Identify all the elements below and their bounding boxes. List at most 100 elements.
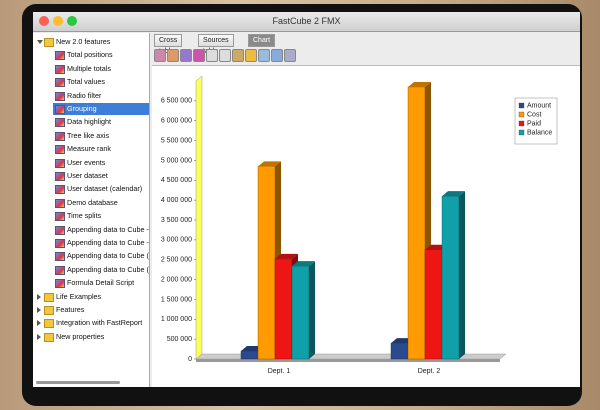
toolbar-button[interactable] <box>232 49 244 62</box>
toolbar-button[interactable] <box>245 49 257 62</box>
toolbar-button[interactable] <box>271 49 283 62</box>
tree-item[interactable]: User events <box>53 157 149 169</box>
y-tick-label: 500 000 <box>167 336 192 343</box>
tree-item[interactable]: Life Examples <box>35 291 149 303</box>
tab[interactable]: Cross table <box>154 34 183 55</box>
tree-label: Tree like axis <box>67 130 110 140</box>
expand-arrow[interactable] <box>37 40 43 44</box>
tree-label: Features <box>56 305 85 314</box>
y-tick-label: 5 500 000 <box>161 137 192 144</box>
chart: 0 500 000 1 000 000 1 500 000 2 000 000 2 500… <box>161 75 558 375</box>
tree-label: Appending data to Cube (2)- F <box>67 264 149 274</box>
x-tick-label: Dept. 1 <box>268 368 291 375</box>
toolbar-button[interactable] <box>284 49 296 62</box>
tree-view: New 2.0 features Total positions Multiple … <box>33 33 150 387</box>
tree-label: Appending data to Cube - Dem <box>67 238 149 247</box>
bar-top <box>292 261 315 267</box>
item-icon <box>55 51 65 61</box>
tree-item[interactable]: Grouping <box>53 103 149 115</box>
expand-arrow[interactable] <box>37 333 41 340</box>
folder-icon <box>44 292 54 302</box>
tree-item[interactable]: Data highlight <box>53 116 149 128</box>
zoom-button[interactable] <box>67 16 77 26</box>
bar-top <box>258 161 281 167</box>
tab[interactable]: Chart <box>248 34 276 47</box>
item-icon <box>55 172 65 181</box>
toolbar-button[interactable] <box>206 49 218 62</box>
tree-item[interactable]: Measure rank <box>53 143 149 155</box>
bar <box>441 195 460 360</box>
tab[interactable]: Sources table <box>198 34 234 55</box>
tree-item[interactable]: Integration with FastReport <box>35 317 149 329</box>
bar-side <box>309 261 315 359</box>
tree-label: Total positions <box>67 50 113 60</box>
tree-item[interactable]: Demo database <box>53 197 149 209</box>
item-icon <box>55 78 65 88</box>
tree-item[interactable]: Features <box>35 304 149 316</box>
toolbar <box>152 48 580 64</box>
item-icon <box>55 279 65 289</box>
item-icon <box>55 91 65 101</box>
tree-label: New properties <box>56 331 105 341</box>
tree-label: Data highlight <box>67 117 111 127</box>
expand-arrow[interactable] <box>37 320 41 327</box>
bar-top <box>275 253 298 259</box>
bar <box>291 265 310 360</box>
item-icon <box>55 64 65 74</box>
tree-label: Formula Detail Script <box>67 278 135 288</box>
tree-item[interactable]: Multiple totals <box>53 63 149 75</box>
toolbar-button[interactable] <box>258 49 270 62</box>
tree-item[interactable]: Appending data to Cube (2)- F <box>53 264 149 276</box>
legend-swatch <box>518 129 525 136</box>
item-icon <box>55 265 65 275</box>
expand-arrow[interactable] <box>37 293 41 300</box>
tree-label: Integration with FastReport <box>56 318 143 328</box>
toolbar-button[interactable] <box>167 49 179 62</box>
tree-item[interactable]: Appending data to Cube - Dem <box>53 237 149 249</box>
toolbar-button[interactable] <box>193 49 205 62</box>
bar-top <box>442 191 465 197</box>
item-icon <box>55 212 65 222</box>
tree-label: Measure rank <box>67 144 111 154</box>
y-tick-label: 0 <box>188 356 192 363</box>
tree-item[interactable]: Total positions <box>53 49 149 61</box>
tree-label: User dataset (calendar) <box>67 184 143 194</box>
item-icon <box>55 145 65 155</box>
tree-item[interactable]: New 2.0 features <box>35 36 149 48</box>
toolbar-button[interactable] <box>219 49 231 62</box>
bar <box>257 166 276 360</box>
folder-icon <box>44 306 54 315</box>
title-bar: FastCube 2 FMX <box>33 12 580 32</box>
minimize-button[interactable] <box>53 16 63 26</box>
tree-item[interactable]: Total values <box>53 76 149 88</box>
bar <box>274 258 293 360</box>
tree-item[interactable]: Tree like axis <box>53 130 149 142</box>
tree-item[interactable]: Radio filter <box>53 90 149 102</box>
close-button[interactable] <box>39 16 49 26</box>
back-wall <box>195 75 203 360</box>
y-tick-label: 6 000 000 <box>161 118 192 125</box>
y-tick-label: 6 500 000 <box>161 98 192 105</box>
expand-arrow[interactable] <box>37 307 41 313</box>
tree-item[interactable]: Appending data to Cube - Use <box>53 224 149 236</box>
legend-label: Cost <box>527 111 541 118</box>
tree-item[interactable]: Time splits <box>53 210 149 222</box>
folder-icon <box>44 332 54 342</box>
toolbar-button[interactable] <box>180 49 192 62</box>
tree-label: User events <box>67 157 106 167</box>
tree-item[interactable]: New properties <box>35 331 149 343</box>
tree-item[interactable]: Appending data to Cube (1)- F <box>53 250 149 262</box>
toolbar-button[interactable] <box>154 49 166 62</box>
item-icon <box>55 131 65 141</box>
tree-item[interactable]: User dataset (calendar) <box>53 183 149 195</box>
tree-label: New 2.0 features <box>56 37 111 46</box>
tree-label: Multiple totals <box>67 63 111 73</box>
item-icon <box>55 225 65 235</box>
bar-side <box>459 191 465 359</box>
y-tick-label: 2 500 000 <box>161 257 192 264</box>
y-tick-label: 4 000 000 <box>161 197 192 204</box>
tree-item[interactable]: User dataset <box>53 170 149 182</box>
x-tick-label: Dept. 2 <box>418 368 441 375</box>
scrollbar[interactable] <box>36 381 120 384</box>
tree-item[interactable]: Formula Detail Script <box>53 277 149 289</box>
